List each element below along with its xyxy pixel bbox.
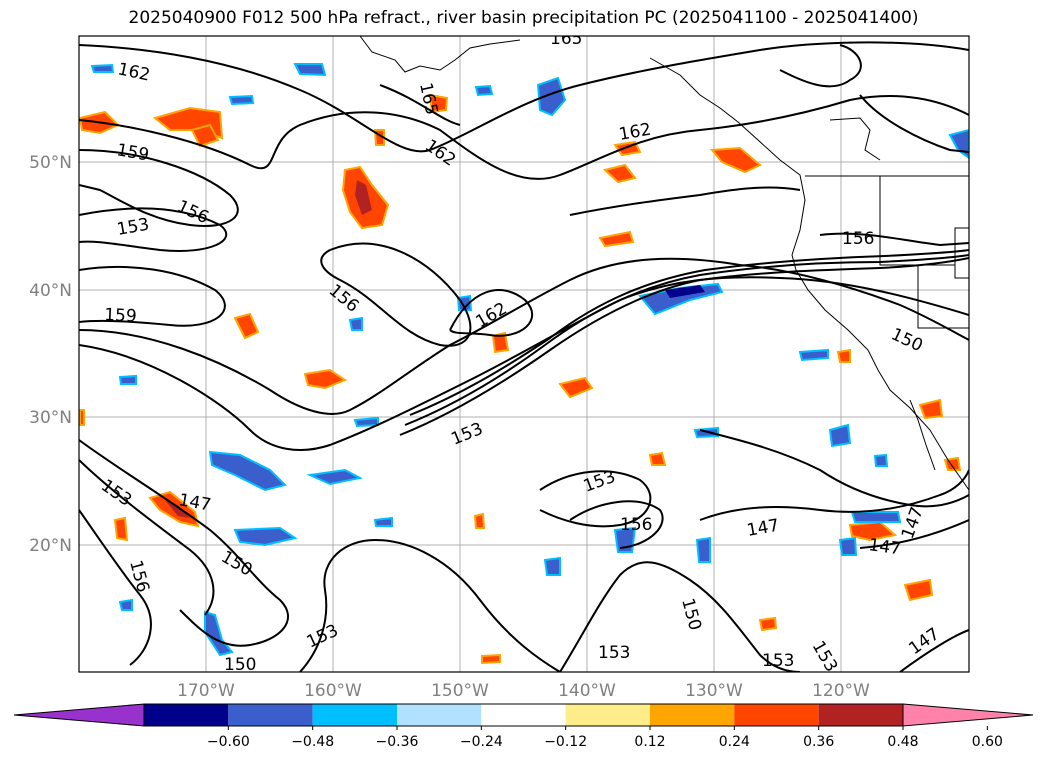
colorbar-tick-label: 0.24: [719, 734, 750, 750]
map-frame: [78, 35, 970, 673]
colorbar-tick-label: 0.36: [803, 734, 834, 750]
lon-label: 160°W: [304, 681, 362, 701]
contour-label: 156: [842, 229, 874, 249]
lon-label: 150°W: [431, 681, 489, 701]
refractivity-contours: [79, 41, 969, 672]
lon-label: 170°W: [177, 681, 235, 701]
colorbar-extend-low: [13, 703, 145, 727]
colorbar-tick-label: −0.36: [376, 734, 419, 750]
lon-label: 120°W: [812, 681, 870, 701]
colorbar-tick-label: −0.48: [291, 734, 334, 750]
colorbar-tick-label: −0.24: [460, 734, 503, 750]
colorbar-tick-label: −0.60: [207, 734, 250, 750]
graticule: [79, 36, 969, 672]
contour-label: 159: [104, 305, 137, 327]
colorbar-segment: [312, 704, 397, 726]
longitude-labels: 170°W 160°W 150°W 140°W 130°W 120°W: [177, 681, 870, 701]
negative-precip-areas: [90, 63, 969, 657]
colorbar-segment: [397, 704, 482, 726]
colorbar-segment: [818, 704, 903, 726]
contour-label: 150: [224, 655, 256, 675]
colorbar-segment: [481, 704, 566, 726]
contour-label: 153: [598, 643, 630, 663]
colorbar-segment: [734, 704, 819, 726]
colorbar-extend-high: [902, 703, 1034, 727]
colorbar-segment: [228, 704, 313, 726]
colorbar-tick-label: 0.12: [634, 734, 665, 750]
colorbar-segment: [650, 704, 735, 726]
lat-label: 40°N: [29, 281, 72, 301]
lat-label: 30°N: [29, 408, 72, 428]
colorbar-frame: [143, 703, 904, 727]
lon-label: 140°W: [558, 681, 616, 701]
contour-label: 165: [550, 29, 582, 49]
latitude-labels: 50°N 40°N 30°N 20°N: [29, 153, 72, 556]
map-title: 2025040900 F012 500 hPa refract., river …: [128, 8, 919, 28]
lat-label: 20°N: [29, 536, 72, 556]
colorbar-tick-label: 0.60: [972, 734, 1003, 750]
colorbar-segment: [144, 704, 229, 726]
contour-label: 156: [620, 515, 652, 535]
lon-label: 130°W: [685, 681, 743, 701]
contour-label: 147: [867, 535, 902, 559]
coastlines: [359, 36, 969, 491]
positive-precip-areas: [79, 93, 962, 665]
colorbar-tick-label: 0.48: [887, 734, 918, 750]
colorbar-segment: [565, 704, 650, 726]
lat-label: 50°N: [29, 153, 72, 173]
colorbar: −0.60 −0.48 −0.36 −0.24 −0.12 0.12 0.24 0.36 0.4…: [13, 703, 1034, 750]
contour-label: 153: [762, 651, 794, 671]
colorbar-tick-label: −0.12: [544, 734, 587, 750]
